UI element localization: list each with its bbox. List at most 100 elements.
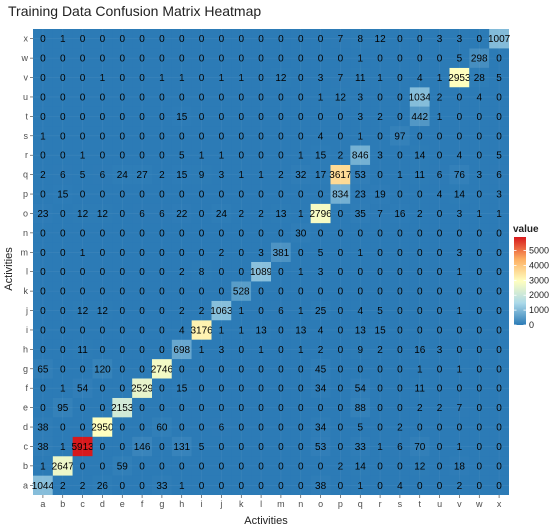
cell-value-label: 0 (179, 461, 185, 472)
heatmap-cell (271, 184, 291, 204)
cell-value-label: 0 (219, 364, 225, 375)
cell-value-label: 1 (179, 73, 185, 84)
cell-value-label: 0 (199, 461, 205, 472)
heatmap-cell (489, 48, 509, 68)
heatmap-cell (72, 29, 93, 49)
cell-value-label: 7 (338, 34, 344, 45)
heatmap-cell (112, 87, 133, 107)
heatmap-cell (92, 300, 113, 321)
cell-value-label: 0 (179, 287, 185, 298)
heatmap-cell (469, 67, 490, 88)
cell-value-label: 0 (40, 151, 46, 162)
cell-value-label: 0 (417, 267, 423, 278)
heatmap-cell (489, 436, 509, 457)
cell-value-label: 9 (357, 345, 363, 356)
cell-value-label: 0 (139, 131, 145, 142)
heatmap-cell (370, 417, 390, 437)
cell-value-label: 0 (496, 54, 502, 65)
cell-value-label: 0 (199, 190, 205, 201)
heatmap-cell (33, 397, 53, 418)
heatmap-cell (72, 397, 93, 418)
heatmap-cell (489, 397, 509, 418)
cell-value-label: 0 (60, 345, 66, 356)
heatmap-cell (33, 48, 53, 68)
x-tick-label: t (418, 499, 421, 509)
heatmap-cell (33, 320, 53, 340)
cell-value-label: 0 (199, 423, 205, 434)
cell-value-label: 54 (77, 384, 89, 395)
heatmap-cell (409, 67, 430, 88)
heatmap-cell (310, 67, 331, 88)
cell-value-label: 13 (275, 209, 287, 220)
heatmap-cell (92, 378, 113, 398)
cell-value-label: 0 (437, 267, 443, 278)
heatmap-cell (251, 397, 271, 418)
heatmap-cell (310, 184, 331, 204)
heatmap-cell (191, 397, 212, 418)
cell-value-label: 0 (100, 287, 106, 298)
heatmap-cell (429, 359, 450, 379)
heatmap-cell (72, 203, 93, 224)
cell-value-label: 4 (437, 190, 443, 201)
heatmap-cell (429, 456, 450, 476)
cell-value-label: 3 (437, 345, 443, 356)
heatmap-cell (92, 106, 113, 127)
heatmap-cell (92, 281, 113, 301)
heatmap-cell (330, 359, 351, 379)
cell-value-label: 3 (219, 170, 225, 181)
heatmap-cell (152, 223, 172, 243)
cell-value-label: 0 (60, 54, 66, 65)
cell-value-label: 0 (258, 112, 264, 123)
heatmap-cell (449, 29, 470, 49)
cell-value-label: 76 (454, 170, 466, 181)
cell-value-label: 0 (159, 287, 165, 298)
heatmap-cell (52, 339, 73, 360)
cell-value-label: 0 (80, 325, 86, 336)
heatmap-cell (132, 300, 152, 321)
heatmap-cell (290, 436, 311, 457)
heatmap-cell (310, 300, 331, 321)
heatmap-cell (112, 436, 133, 457)
cell-value-label: 3617 (329, 170, 352, 181)
heatmap-cell (72, 417, 93, 437)
heatmap-cell (350, 436, 371, 457)
heatmap-cell (52, 106, 73, 127)
cell-value-label: 0 (278, 403, 284, 414)
cell-value-label: 0 (40, 34, 46, 45)
cell-value-label: 7 (457, 403, 463, 414)
heatmap-cell (310, 145, 331, 165)
cell-value-label: 0 (476, 287, 482, 298)
cell-value-label: 0 (238, 345, 244, 356)
heatmap-cell (251, 67, 271, 88)
heatmap-cell (310, 456, 331, 476)
heatmap-cell (489, 29, 509, 49)
heatmap-cell (469, 164, 490, 185)
heatmap-cell (429, 67, 450, 88)
cell-value-label: 0 (199, 384, 205, 395)
legend-tick-label: 5000 (529, 246, 549, 256)
heatmap-cell (191, 87, 212, 107)
cell-value-label: 0 (298, 92, 304, 103)
heatmap-cell (350, 145, 371, 165)
heatmap-cell (449, 378, 470, 398)
cell-value-label: 0 (119, 423, 125, 434)
cell-value-label: 2 (238, 209, 244, 220)
cell-value-label: 0 (298, 112, 304, 123)
heatmap-cell (409, 436, 430, 457)
heatmap-cell (171, 126, 192, 146)
cell-value-label: 0 (100, 442, 106, 453)
cell-value-label: 1 (40, 131, 46, 142)
cell-value-label: 0 (80, 423, 86, 434)
cell-value-label: 0 (338, 345, 344, 356)
cell-value-label: 0 (199, 209, 205, 220)
cell-value-label: 23 (355, 190, 367, 201)
cell-value-label: 1089 (250, 267, 273, 278)
cell-value-label: 0 (278, 190, 284, 201)
heatmap-cell (33, 67, 53, 88)
heatmap-cell (112, 29, 133, 49)
heatmap-cell (152, 29, 172, 49)
heatmap-cell (211, 242, 232, 262)
cell-value-label: 0 (377, 228, 383, 239)
heatmap-cell (251, 378, 271, 398)
cell-value-label: 12 (77, 209, 89, 220)
